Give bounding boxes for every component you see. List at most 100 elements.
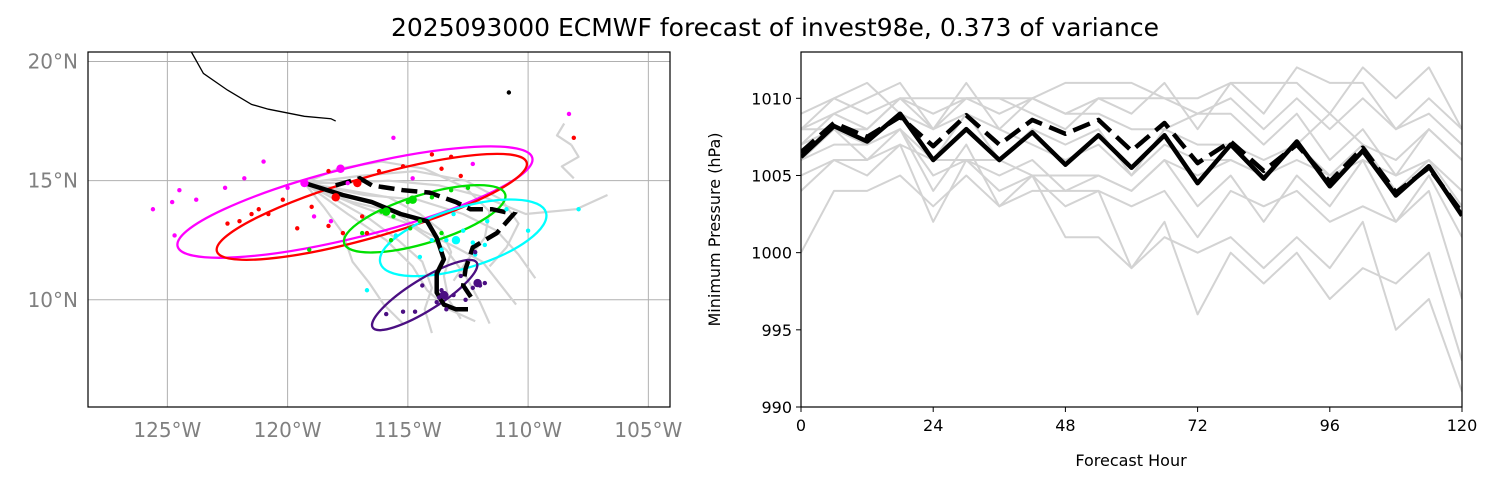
position-point	[400, 164, 406, 169]
pressure-axes: 0 24 48 72 96 120 990 995 1000 1005 1010	[751, 51, 1478, 435]
x-tick-label: 96	[1320, 416, 1340, 435]
map-lon-tick-label: 105°W	[614, 418, 682, 442]
pressure-ylabel: Minimum Pressure (hPa)	[705, 133, 724, 327]
position-point	[439, 230, 444, 236]
uncertainty-ellipse	[370, 258, 479, 332]
map-lon-tick-label: 125°W	[133, 418, 201, 442]
map-lat-tick-label: 15°N	[28, 169, 78, 193]
position-point	[458, 273, 463, 279]
position-point	[256, 207, 261, 212]
position-point	[412, 309, 418, 314]
position-point	[576, 207, 581, 212]
position-point	[266, 211, 271, 217]
position-point	[463, 297, 468, 302]
ensemble-track	[304, 181, 537, 279]
ensemble-track	[303, 181, 491, 325]
key-position-marker	[473, 278, 482, 288]
key-position-marker	[408, 195, 417, 204]
position-point	[400, 309, 406, 314]
position-point	[444, 307, 449, 312]
position-point	[391, 135, 396, 140]
map-lon-tick-label: 115°W	[374, 418, 442, 442]
position-point	[359, 230, 365, 236]
pressure-member-line	[801, 66, 1462, 146]
position-point	[420, 283, 425, 288]
position-point	[470, 161, 475, 167]
key-position-marker	[439, 290, 449, 300]
position-point	[169, 199, 175, 205]
position-point	[448, 187, 454, 193]
position-point	[439, 247, 444, 252]
pressure-member-line	[801, 112, 1462, 207]
position-point	[429, 152, 435, 157]
map-lon-tick-labels: 125°W 120°W 115°W 110°W 105°W	[133, 418, 682, 442]
position-point	[429, 238, 435, 243]
position-point	[391, 214, 396, 219]
position-point	[328, 218, 334, 224]
position-point	[285, 185, 290, 191]
map-frame	[87, 51, 671, 408]
position-point	[472, 249, 478, 255]
position-point	[429, 195, 435, 200]
position-point	[261, 159, 266, 164]
x-tick-label: 48	[1055, 416, 1075, 435]
pressure-mean-line	[801, 113, 1462, 214]
mean-track-dashed	[335, 175, 518, 302]
key-position-marker	[300, 178, 309, 188]
position-point	[172, 233, 177, 238]
pressure-member-line	[801, 174, 1462, 300]
ensemble-track	[560, 144, 580, 180]
key-position-marker	[336, 164, 345, 173]
map-lon-tick-label: 120°W	[254, 418, 322, 442]
key-position-marker	[382, 207, 391, 216]
map-position-points	[150, 90, 581, 317]
position-point	[326, 223, 331, 229]
position-point	[280, 197, 286, 202]
position-point	[417, 218, 423, 224]
figure-title: 2025093000 ECMWF forecast of invest98e, …	[391, 13, 1159, 42]
key-position-marker	[331, 193, 340, 202]
position-point	[408, 226, 413, 231]
position-point	[451, 211, 456, 217]
position-point	[340, 230, 346, 236]
map-lon-tick-label: 110°W	[494, 418, 562, 442]
pressure-member-line	[801, 97, 1462, 131]
position-point	[326, 168, 331, 174]
y-tick-label: 1000	[751, 244, 792, 263]
position-point	[482, 280, 488, 286]
position-point	[465, 185, 471, 191]
y-tick-label: 990	[761, 398, 792, 417]
position-point	[393, 233, 399, 238]
key-position-marker	[451, 236, 461, 245]
uncertainty-ellipse	[378, 198, 548, 278]
pressure-xlabel: Forecast Hour	[1075, 451, 1187, 470]
map-background	[88, 52, 670, 407]
position-point	[448, 154, 454, 160]
position-point	[242, 176, 247, 181]
ensemble-track	[303, 182, 433, 334]
x-tick-label: 120	[1447, 416, 1478, 435]
map-lat-tick-label: 10°N	[28, 288, 78, 312]
position-point	[384, 311, 389, 317]
ensemble-track	[303, 182, 404, 325]
x-tick-label: 24	[923, 416, 943, 435]
position-point	[470, 240, 475, 245]
ensemble-track	[304, 181, 462, 320]
position-point	[439, 166, 444, 171]
position-point	[451, 292, 456, 298]
position-point	[410, 176, 415, 181]
position-point	[566, 111, 572, 117]
position-point	[364, 230, 370, 236]
position-point	[237, 218, 242, 224]
position-point	[525, 228, 531, 233]
pressure-frame	[800, 51, 1463, 408]
position-point	[150, 207, 156, 212]
coastline	[190, 52, 336, 122]
position-point	[434, 299, 439, 305]
pressure-member-line	[801, 143, 1462, 361]
position-point	[504, 207, 509, 212]
position-point	[177, 187, 182, 193]
y-tick-label: 1005	[751, 166, 792, 185]
position-point	[364, 288, 370, 293]
